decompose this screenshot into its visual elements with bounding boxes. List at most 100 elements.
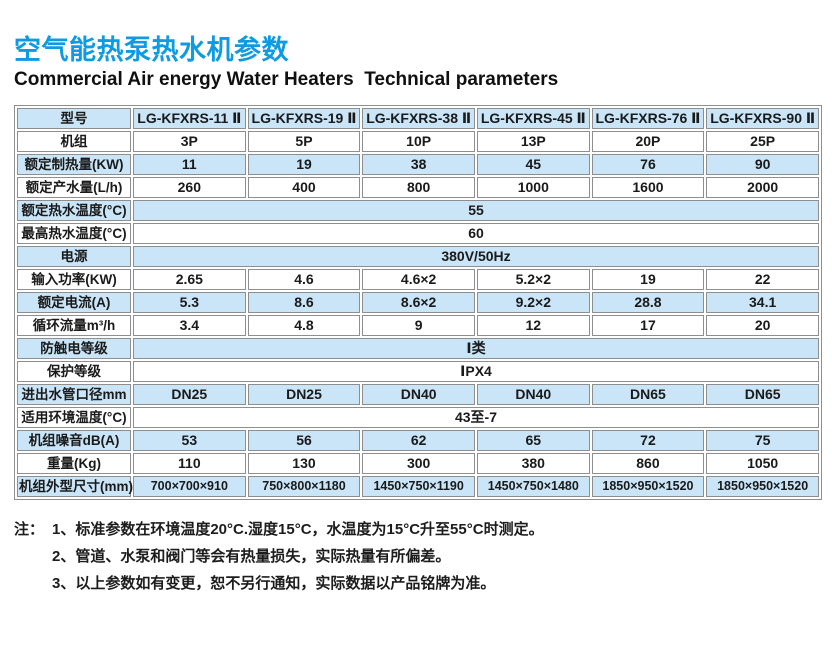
table-row: 电源 380V/50Hz <box>17 246 819 267</box>
value-cell: DN40 <box>476 384 590 405</box>
spec-table: 型号 LG-KFXRS-11 Ⅱ LG-KFXRS-19 Ⅱ LG-KFXRS-38 … <box>14 105 822 500</box>
value-cell: 130 <box>247 453 361 474</box>
row-label: 机组噪音dB(A) <box>17 430 131 451</box>
value-cell: 11 <box>133 154 246 175</box>
value-cell: 22 <box>706 269 819 290</box>
value-cell: DN25 <box>247 384 361 405</box>
header-row: 型号 LG-KFXRS-11 Ⅱ LG-KFXRS-19 Ⅱ LG-KFXRS-38 … <box>17 108 819 129</box>
notes: 注： 1、标准参数在环境温度20°C.湿度15°C，水温度为15°C升至55°C… <box>14 516 832 597</box>
value-cell: 53 <box>133 430 246 451</box>
note-item: 1、标准参数在环境温度20°C.湿度15°C，水温度为15°C升至55°C时测定… <box>52 521 544 538</box>
merged-value-cell: Ⅰ类 <box>133 338 819 359</box>
value-cell: 13P <box>476 131 590 152</box>
model-header-cell: LG-KFXRS-19 Ⅱ <box>247 108 361 129</box>
value-cell: 45 <box>476 154 590 175</box>
table-row: 机组噪音dB(A) 53 56 62 65 72 75 <box>17 430 819 451</box>
table-row: 额定产水量(L/h) 260 400 800 1000 1600 2000 <box>17 177 819 198</box>
table-row: 机组外型尺寸(mm) 700×700×910 750×800×1180 1450×75… <box>17 476 819 497</box>
value-cell: 38 <box>362 154 475 175</box>
value-cell: 75 <box>706 430 819 451</box>
value-cell: 9 <box>362 315 475 336</box>
model-header-cell: LG-KFXRS-11 Ⅱ <box>133 108 246 129</box>
value-cell: 750×800×1180 <box>247 476 361 497</box>
value-cell: 800 <box>362 177 475 198</box>
value-cell: 25P <box>706 131 819 152</box>
row-label: 进出水管口径mm <box>17 384 131 405</box>
notes-list: 1、标准参数在环境温度20°C.湿度15°C，水温度为15°C升至55°C时测定… <box>52 516 544 597</box>
page-title: 空气能热泵热水机参数 <box>14 35 289 65</box>
value-cell: 1850×950×1520 <box>706 476 819 497</box>
row-label: 机组 <box>17 131 131 152</box>
value-cell: 90 <box>706 154 819 175</box>
value-cell: 34.1 <box>706 292 819 313</box>
value-cell: 700×700×910 <box>133 476 246 497</box>
value-cell: 2000 <box>706 177 819 198</box>
notes-label: 注： <box>14 521 45 538</box>
table-row: 防触电等级 Ⅰ类 <box>17 338 819 359</box>
value-cell: 9.2×2 <box>476 292 590 313</box>
spec-table-head: 型号 LG-KFXRS-11 Ⅱ LG-KFXRS-19 Ⅱ LG-KFXRS-38 … <box>17 108 819 129</box>
value-cell: 56 <box>247 430 361 451</box>
value-cell: 4.8 <box>247 315 361 336</box>
value-cell: 1000 <box>476 177 590 198</box>
row-label: 电源 <box>17 246 131 267</box>
value-cell: 62 <box>362 430 475 451</box>
table-row: 额定制热量(KW) 11 19 38 45 76 90 <box>17 154 819 175</box>
row-label: 额定产水量(L/h) <box>17 177 131 198</box>
value-cell: 2.65 <box>133 269 246 290</box>
row-label: 最高热水温度(°C) <box>17 223 131 244</box>
value-cell: 1050 <box>706 453 819 474</box>
value-cell: 3.4 <box>133 315 246 336</box>
page-subtitle: Commercial Air energy Water Heaters Tech… <box>14 69 559 90</box>
value-cell: 400 <box>247 177 361 198</box>
value-cell: 110 <box>133 453 246 474</box>
value-cell: 17 <box>591 315 705 336</box>
row-label: 输入功率(KW) <box>17 269 131 290</box>
model-header-cell: LG-KFXRS-45 Ⅱ <box>476 108 590 129</box>
table-row: 输入功率(KW) 2.65 4.6 4.6×2 5.2×2 19 22 <box>17 269 819 290</box>
table-row: 进出水管口径mm DN25 DN25 DN40 DN40 DN65 DN65 <box>17 384 819 405</box>
value-cell: DN65 <box>591 384 705 405</box>
value-cell: 1450×750×1190 <box>362 476 475 497</box>
page: 空气能热泵热水机参数 Commercial Air energy Water H… <box>14 35 832 597</box>
value-cell: 28.8 <box>591 292 705 313</box>
row-label: 额定热水温度(°C) <box>17 200 131 221</box>
value-cell: 20P <box>591 131 705 152</box>
value-cell: 300 <box>362 453 475 474</box>
model-header-cell: LG-KFXRS-90 Ⅱ <box>706 108 819 129</box>
value-cell: 72 <box>591 430 705 451</box>
value-cell: DN25 <box>133 384 246 405</box>
value-cell: 4.6×2 <box>362 269 475 290</box>
table-row: 保护等级 ⅠPX4 <box>17 361 819 382</box>
row-label: 防触电等级 <box>17 338 131 359</box>
merged-value-cell: 380V/50Hz <box>133 246 819 267</box>
value-cell: 19 <box>247 154 361 175</box>
value-cell: 20 <box>706 315 819 336</box>
row-label: 额定制热量(KW) <box>17 154 131 175</box>
value-cell: 19 <box>591 269 705 290</box>
merged-value-cell: ⅠPX4 <box>133 361 819 382</box>
row-label: 额定电流(A) <box>17 292 131 313</box>
note-item: 3、以上参数如有变更，恕不另行通知，实际数据以产品铭牌为准。 <box>52 575 496 592</box>
merged-value-cell: 43至-7 <box>133 407 819 428</box>
row-label: 适用环境温度(°C) <box>17 407 131 428</box>
merged-value-cell: 55 <box>133 200 819 221</box>
value-cell: 1450×750×1480 <box>476 476 590 497</box>
value-cell: 4.6 <box>247 269 361 290</box>
value-cell: 260 <box>133 177 246 198</box>
value-cell: 76 <box>591 154 705 175</box>
model-header-cell: LG-KFXRS-76 Ⅱ <box>591 108 705 129</box>
model-header-cell: LG-KFXRS-38 Ⅱ <box>362 108 475 129</box>
value-cell: DN40 <box>362 384 475 405</box>
value-cell: 1600 <box>591 177 705 198</box>
row-label: 重量(Kg) <box>17 453 131 474</box>
value-cell: 380 <box>476 453 590 474</box>
model-column-corner-label: 型号 <box>17 108 131 129</box>
table-row: 机组 3P 5P 10P 13P 20P 25P <box>17 131 819 152</box>
value-cell: 5.3 <box>133 292 246 313</box>
value-cell: 5P <box>247 131 361 152</box>
table-row: 额定电流(A) 5.3 8.6 8.6×2 9.2×2 28.8 34.1 <box>17 292 819 313</box>
value-cell: 5.2×2 <box>476 269 590 290</box>
table-row: 额定热水温度(°C) 55 <box>17 200 819 221</box>
value-cell: 10P <box>362 131 475 152</box>
